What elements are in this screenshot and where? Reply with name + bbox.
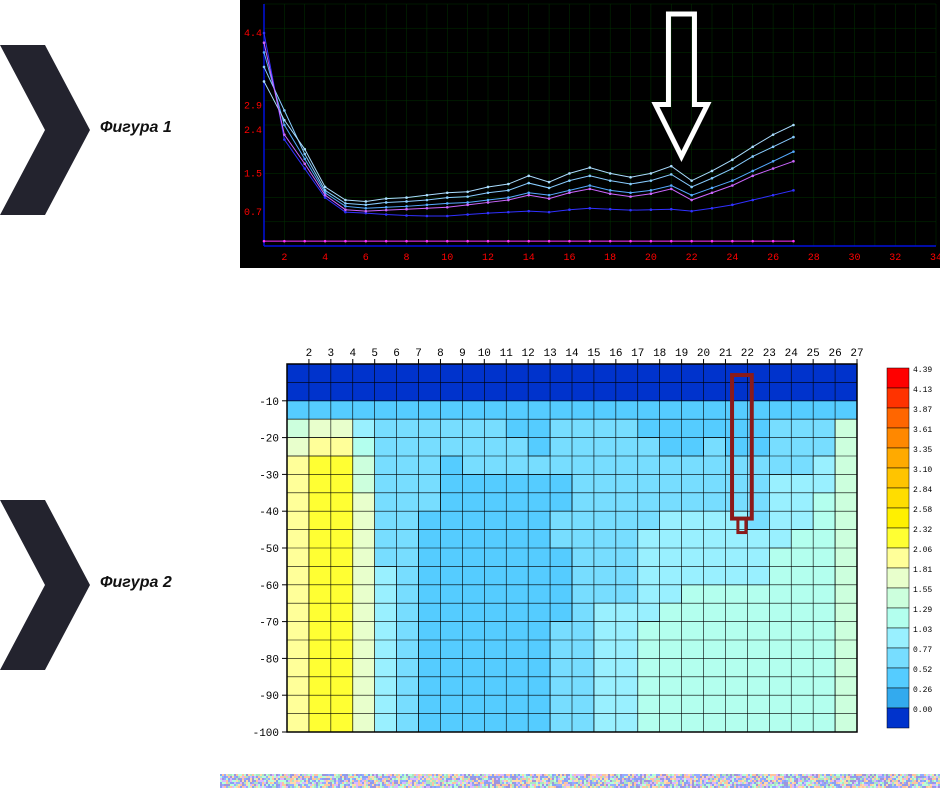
svg-text:6: 6 bbox=[363, 253, 369, 264]
figure-2-heatmap: 2345678910111213141516171819202122232425… bbox=[235, 340, 935, 742]
svg-text:26: 26 bbox=[767, 253, 779, 264]
nav-arrow-1 bbox=[0, 45, 90, 215]
svg-text:-40: -40 bbox=[259, 507, 279, 519]
svg-text:4: 4 bbox=[349, 348, 356, 360]
svg-text:24: 24 bbox=[785, 348, 799, 360]
arrow-shape bbox=[0, 500, 90, 670]
svg-text:3.61: 3.61 bbox=[913, 426, 932, 435]
svg-text:25: 25 bbox=[807, 348, 820, 360]
svg-text:2: 2 bbox=[306, 348, 313, 360]
svg-text:18: 18 bbox=[653, 348, 666, 360]
svg-text:0.77: 0.77 bbox=[913, 646, 932, 655]
svg-text:34: 34 bbox=[930, 253, 940, 264]
svg-text:20: 20 bbox=[645, 253, 657, 264]
svg-text:2.9: 2.9 bbox=[244, 102, 262, 113]
svg-text:10: 10 bbox=[441, 253, 453, 264]
svg-text:4.4: 4.4 bbox=[244, 29, 262, 40]
svg-text:-80: -80 bbox=[259, 654, 279, 666]
svg-text:5: 5 bbox=[371, 348, 378, 360]
svg-text:-100: -100 bbox=[253, 728, 279, 740]
svg-text:8: 8 bbox=[404, 253, 410, 264]
svg-text:3.35: 3.35 bbox=[913, 446, 932, 455]
svg-text:20: 20 bbox=[697, 348, 710, 360]
svg-text:7: 7 bbox=[415, 348, 422, 360]
svg-text:1.29: 1.29 bbox=[913, 606, 932, 615]
decorative-strip bbox=[220, 774, 940, 788]
svg-text:0.00: 0.00 bbox=[913, 706, 932, 715]
svg-text:0.26: 0.26 bbox=[913, 686, 932, 695]
figure-2-label: Фигура 2 bbox=[100, 574, 172, 592]
svg-text:19: 19 bbox=[675, 348, 688, 360]
svg-text:8: 8 bbox=[437, 348, 444, 360]
svg-text:2.58: 2.58 bbox=[913, 506, 932, 515]
svg-text:1.03: 1.03 bbox=[913, 626, 932, 635]
svg-text:-60: -60 bbox=[259, 581, 279, 593]
svg-text:2.32: 2.32 bbox=[913, 526, 932, 535]
svg-text:26: 26 bbox=[828, 348, 841, 360]
svg-text:16: 16 bbox=[563, 253, 575, 264]
svg-text:2.4: 2.4 bbox=[244, 126, 262, 137]
svg-text:11: 11 bbox=[500, 348, 514, 360]
svg-text:30: 30 bbox=[849, 253, 861, 264]
svg-text:17: 17 bbox=[631, 348, 644, 360]
svg-text:23: 23 bbox=[763, 348, 776, 360]
svg-text:12: 12 bbox=[482, 253, 494, 264]
svg-text:-90: -90 bbox=[259, 691, 279, 703]
svg-text:4.39: 4.39 bbox=[913, 366, 932, 375]
svg-text:1.5: 1.5 bbox=[244, 169, 262, 180]
svg-text:32: 32 bbox=[889, 253, 901, 264]
svg-text:14: 14 bbox=[565, 348, 579, 360]
svg-text:27: 27 bbox=[850, 348, 863, 360]
svg-text:1.55: 1.55 bbox=[913, 586, 932, 595]
arrow-shape bbox=[0, 45, 90, 215]
svg-text:4.13: 4.13 bbox=[913, 386, 932, 395]
svg-text:21: 21 bbox=[719, 348, 733, 360]
svg-text:2.06: 2.06 bbox=[913, 546, 932, 555]
svg-text:14: 14 bbox=[523, 253, 535, 264]
svg-text:4: 4 bbox=[322, 253, 328, 264]
svg-text:2: 2 bbox=[281, 253, 287, 264]
nav-arrow-2 bbox=[0, 500, 90, 670]
svg-text:3.87: 3.87 bbox=[913, 406, 932, 415]
svg-text:28: 28 bbox=[808, 253, 820, 264]
svg-text:3: 3 bbox=[328, 348, 335, 360]
svg-text:15: 15 bbox=[587, 348, 600, 360]
svg-text:0.7: 0.7 bbox=[244, 208, 262, 219]
svg-text:13: 13 bbox=[543, 348, 556, 360]
figure-1-chart: 2468101214161820222426283032340.71.52.42… bbox=[240, 0, 940, 268]
svg-text:0.52: 0.52 bbox=[913, 666, 932, 675]
svg-text:22: 22 bbox=[741, 348, 754, 360]
svg-text:2.84: 2.84 bbox=[913, 486, 932, 495]
svg-text:1.81: 1.81 bbox=[913, 566, 932, 575]
svg-text:-70: -70 bbox=[259, 618, 279, 630]
svg-text:-10: -10 bbox=[259, 397, 279, 409]
svg-text:-20: -20 bbox=[259, 434, 279, 446]
figure-1-label: Фигура 1 bbox=[100, 119, 172, 137]
svg-text:12: 12 bbox=[522, 348, 535, 360]
svg-text:22: 22 bbox=[686, 253, 698, 264]
svg-text:6: 6 bbox=[393, 348, 400, 360]
svg-text:9: 9 bbox=[459, 348, 466, 360]
svg-text:10: 10 bbox=[478, 348, 491, 360]
svg-text:-50: -50 bbox=[259, 544, 279, 556]
svg-text:16: 16 bbox=[609, 348, 622, 360]
svg-text:24: 24 bbox=[726, 253, 738, 264]
svg-text:18: 18 bbox=[604, 253, 616, 264]
svg-text:-30: -30 bbox=[259, 470, 279, 482]
svg-text:3.10: 3.10 bbox=[913, 466, 932, 475]
